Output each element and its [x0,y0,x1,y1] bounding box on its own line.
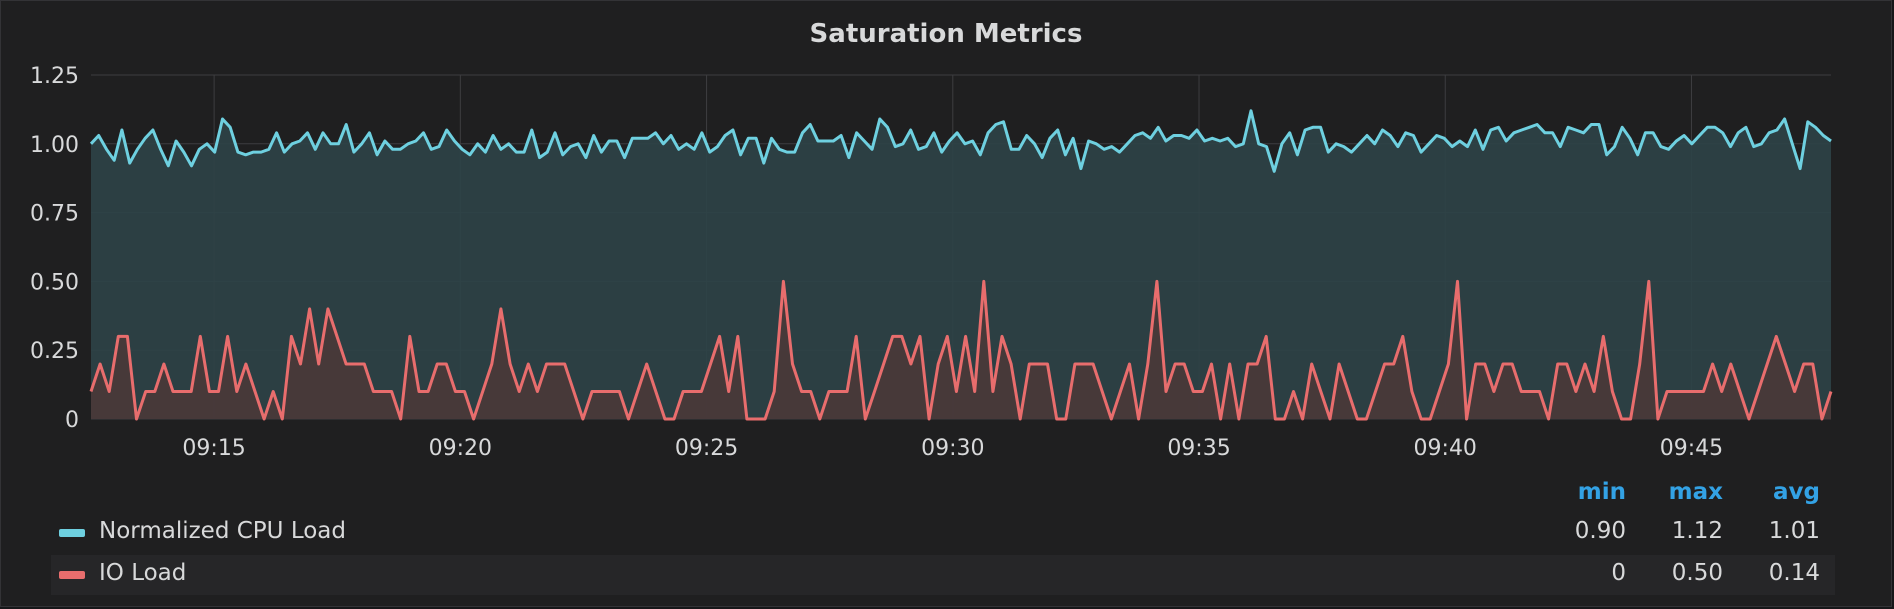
x-tick-label: 09:15 [182,436,245,461]
legend-table: min max avg Normalized CPU Load 0.90 1.1… [1,469,1893,599]
y-tick-label: 1.25 [30,64,79,89]
legend-stat-avg: 0.14 [1768,560,1820,586]
series-area-cpu [91,110,1831,420]
x-axis: 09:15 09:20 09:25 09:30 09:35 09:40 09:45 [182,436,1723,461]
x-tick-label: 09:35 [1167,436,1230,461]
y-axis: 0 0.25 0.50 0.75 1.00 1.25 [30,64,79,433]
x-tick-label: 09:25 [675,436,738,461]
y-tick-label: 0.50 [30,270,79,295]
legend-stat-min: 0 [1611,560,1626,586]
x-tick-label: 09:30 [921,436,984,461]
y-tick-label: 0 [65,408,79,433]
series-color-swatch[interactable] [59,571,85,579]
y-tick-label: 1.00 [30,133,79,158]
series-area-io [91,281,1831,419]
legend-row-io[interactable]: IO Load 0 0.50 0.14 [51,555,1835,595]
series-color-swatch[interactable] [59,529,85,537]
y-tick-label: 0.25 [30,339,79,364]
legend-stat-avg: 1.01 [1768,518,1820,544]
series-line-io [89,279,1833,421]
x-tick-label: 09:40 [1414,436,1477,461]
legend-header-min[interactable]: min [1577,479,1626,505]
chart-plot: 00.250.500.751.001.25 09:15 09:20 09:25 09:… [30,64,1833,461]
y-tick-label: 0.75 [30,202,79,227]
x-tick-label: 09:45 [1660,436,1723,461]
legend-stat-max: 0.50 [1671,560,1723,586]
legend-row-cpu[interactable]: Normalized CPU Load 0.90 1.12 1.01 [51,513,1835,553]
legend-header-max[interactable]: max [1668,479,1723,505]
legend-series-name[interactable]: Normalized CPU Load [99,518,346,544]
x-tick-label: 09:20 [429,436,492,461]
legend-series-name[interactable]: IO Load [99,560,187,586]
series-fill-layer [91,110,1831,420]
legend-header-avg[interactable]: avg [1773,479,1820,505]
panel-title[interactable]: Saturation Metrics [809,19,1083,49]
series-line-cpu [89,109,1832,173]
legend-stat-max: 1.12 [1671,518,1723,544]
legend-stat-min: 0.90 [1574,518,1626,544]
series-line-layer [89,109,1833,421]
